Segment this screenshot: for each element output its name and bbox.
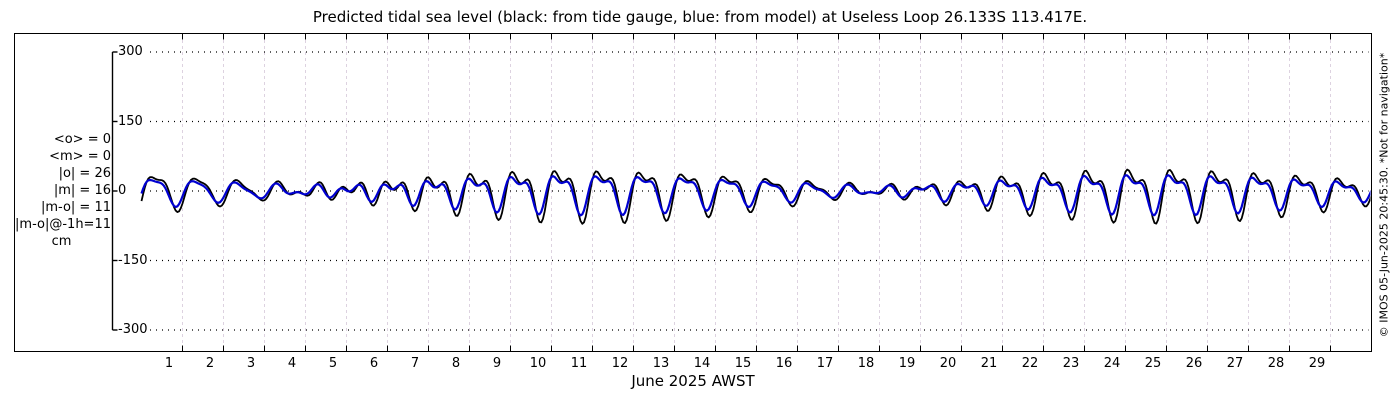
x-tick-label: 20	[939, 356, 957, 371]
x-tick-label: 21	[980, 356, 998, 371]
x-tick-label: 19	[898, 356, 916, 371]
x-tick-label: 24	[1103, 356, 1121, 371]
plot-frame	[14, 33, 1372, 352]
x-tick-label: 27	[1226, 356, 1244, 371]
x-tick-label: 18	[857, 356, 875, 371]
x-tick-label: 6	[369, 356, 379, 371]
x-tick-label: 29	[1308, 356, 1326, 371]
x-tick-label: 7	[410, 356, 420, 371]
y-tick-label: 300	[118, 44, 143, 59]
x-tick-label: 23	[1062, 356, 1080, 371]
x-tick-label: 10	[529, 356, 547, 371]
stat-abs-diff-lag1h: |m-o|@-1h=11	[15, 217, 111, 232]
x-tick-label: 1	[164, 356, 174, 371]
x-tick-label: 17	[816, 356, 834, 371]
x-tick-label: 3	[246, 356, 256, 371]
model-curve	[140, 174, 1371, 217]
stats-box: <o> = 0 <m> = 0 |o| = 26 |m| = 16 |m-o| …	[12, 131, 111, 250]
x-axis-title: June 2025 AWST	[631, 372, 755, 390]
tide-gauge-curve	[140, 168, 1371, 225]
copyright-note-text: © IMOS 05-Jun-2025 20:45:30. *Not for na…	[1377, 52, 1391, 338]
x-tick-label: 12	[611, 356, 629, 371]
x-tick-label: 11	[570, 356, 588, 371]
x-tick-label: 9	[492, 356, 502, 371]
x-tick-label: 4	[287, 356, 297, 371]
y-tick-label: -150	[118, 252, 148, 268]
x-tick-label: 2	[205, 356, 215, 371]
y-tick-label: 0	[118, 183, 127, 198]
stat-abs-observed: |o| = 26	[58, 166, 111, 181]
x-tick-label: 13	[652, 356, 670, 371]
x-tick-label: 8	[451, 356, 461, 371]
x-tick-label: 26	[1185, 356, 1203, 371]
x-tick-label: 5	[328, 356, 338, 371]
x-tick-label: 15	[734, 356, 752, 371]
stat-mean-model: <m> = 0	[49, 149, 111, 164]
x-tick-label: 28	[1267, 356, 1285, 371]
x-tick-label: 14	[693, 356, 711, 371]
stat-units: cm	[51, 234, 72, 249]
x-tick-label: 25	[1144, 356, 1162, 371]
x-tick-label: 16	[775, 356, 793, 371]
stat-abs-model: |m| = 16	[53, 183, 111, 198]
stat-abs-diff: |m-o| = 11	[40, 200, 111, 215]
x-tick-label: 22	[1021, 356, 1039, 371]
chart-title: Predicted tidal sea level (black: from t…	[312, 8, 1088, 26]
stat-mean-observed: <o> = 0	[53, 132, 111, 147]
y-tick-label: 150	[118, 113, 143, 129]
y-tick-label: -300	[118, 322, 148, 337]
